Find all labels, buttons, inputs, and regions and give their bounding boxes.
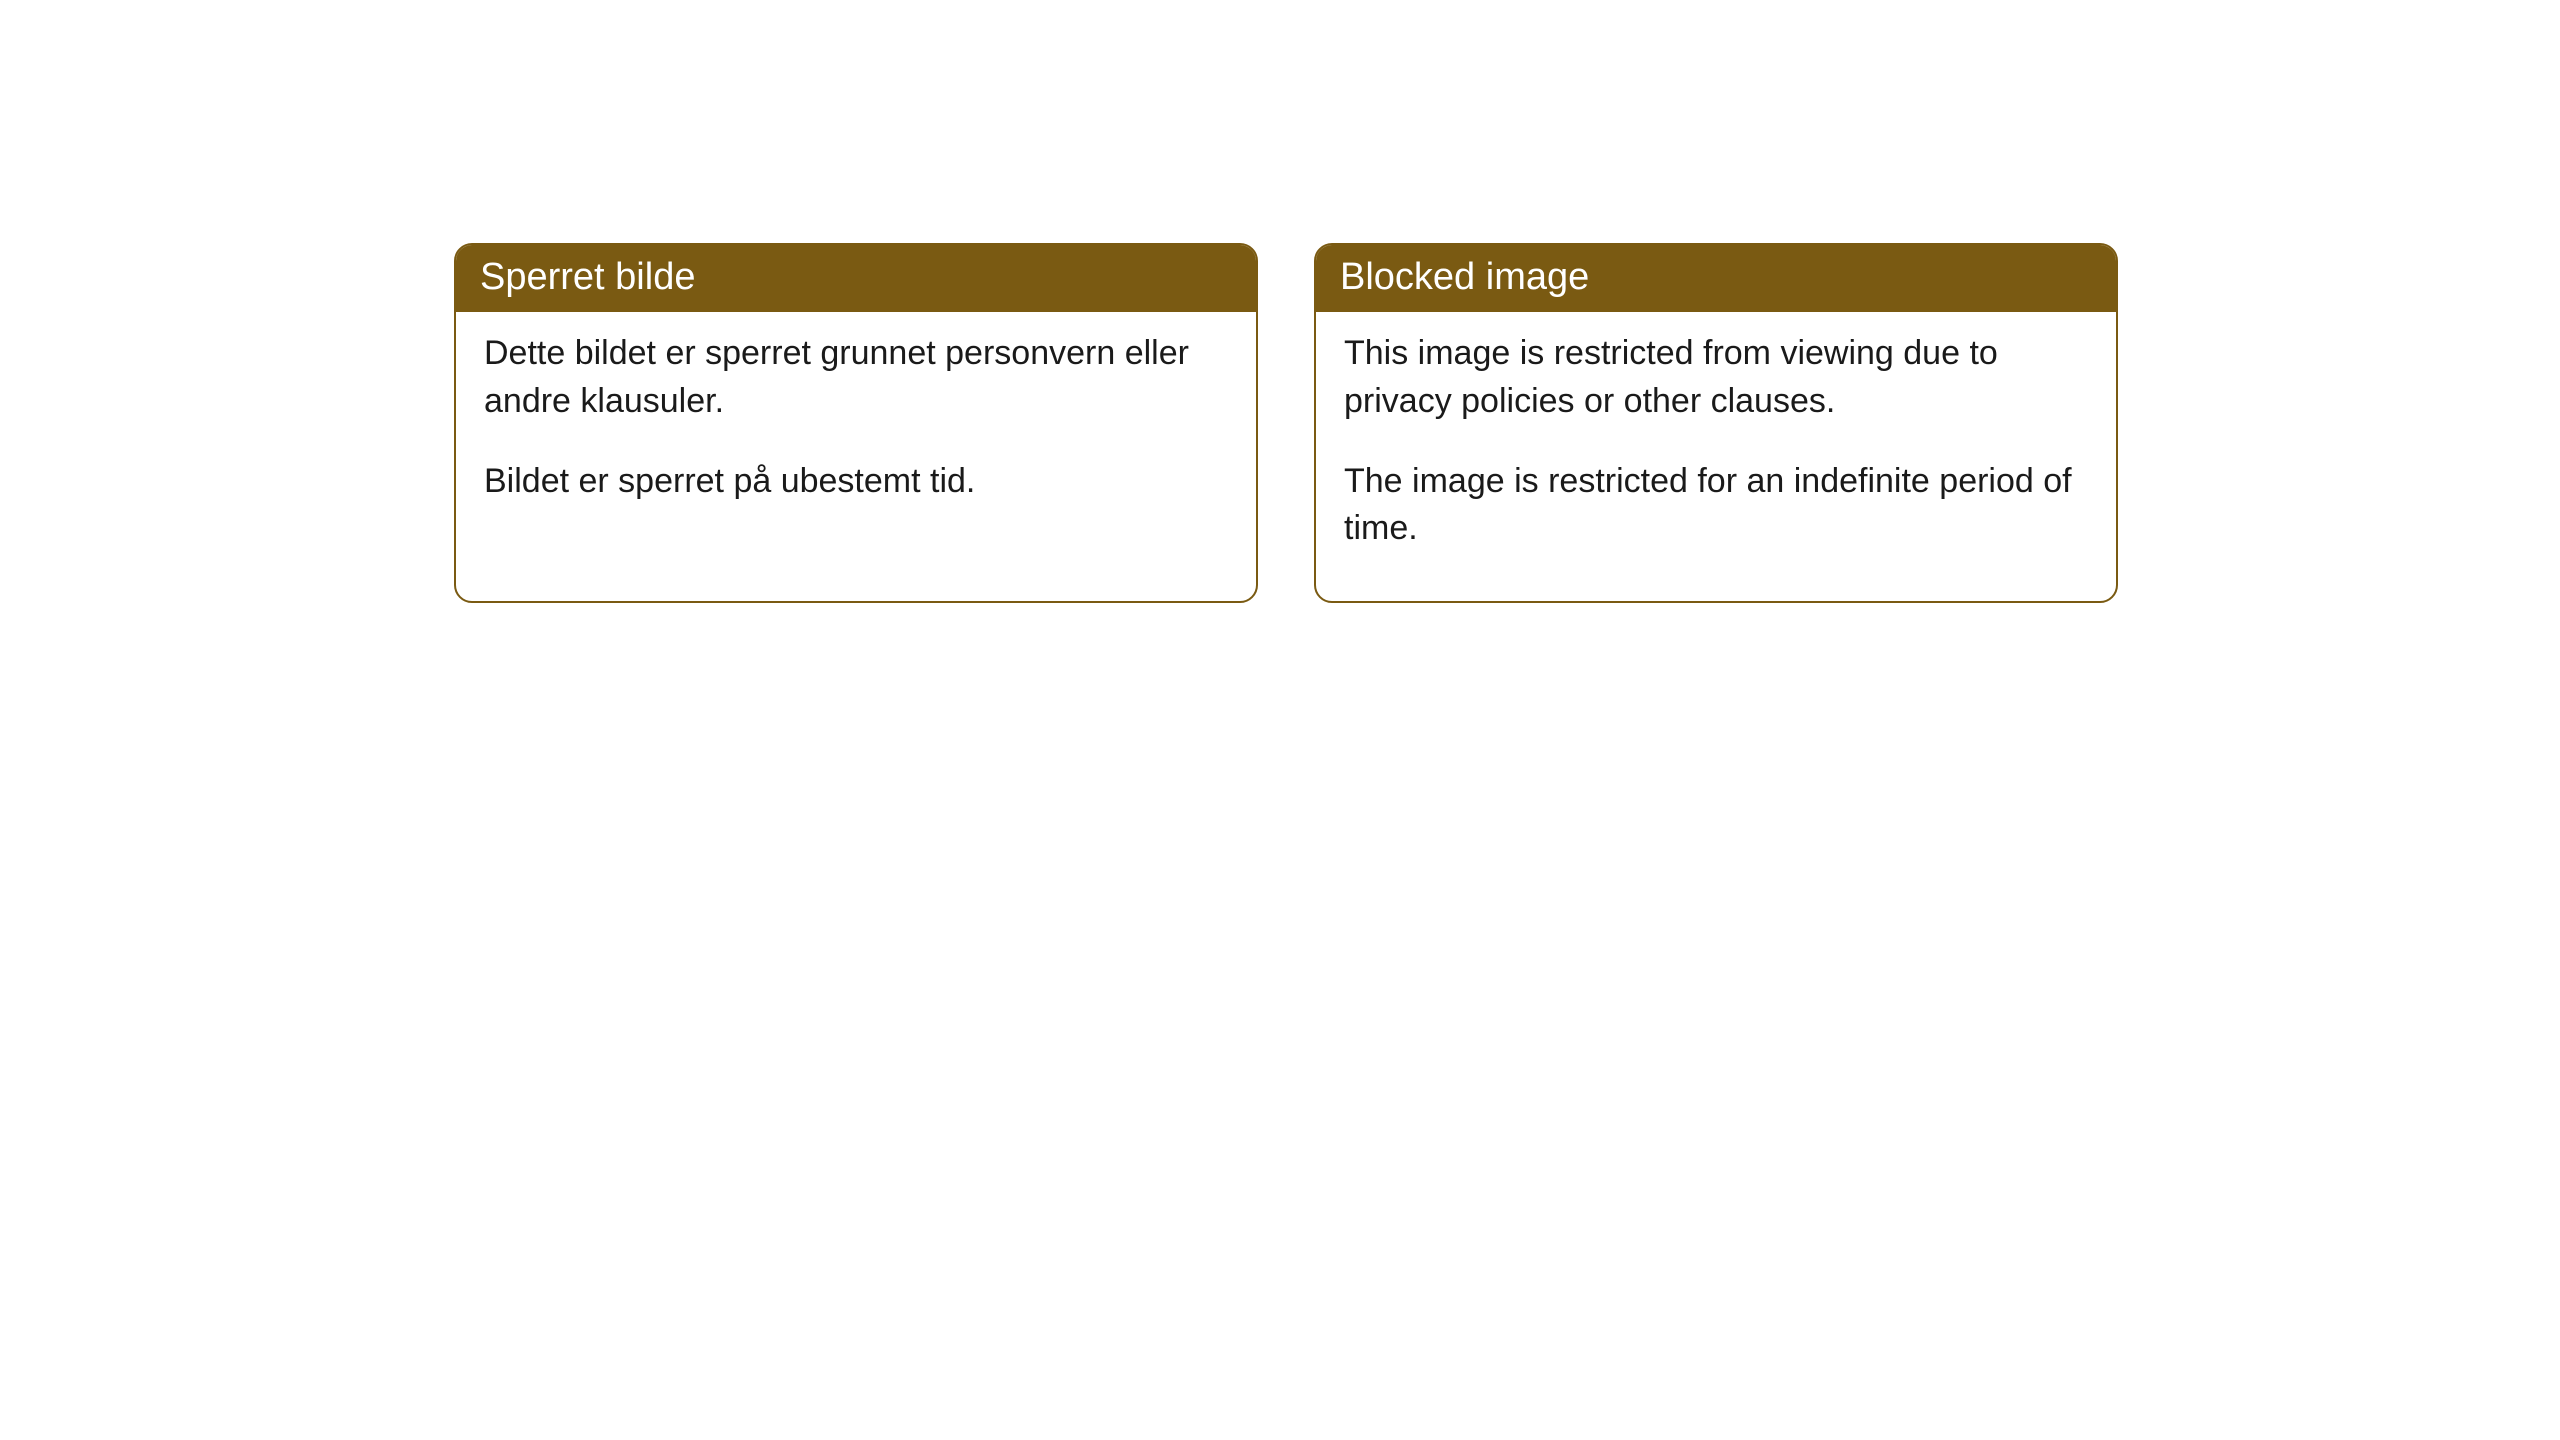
- card-header-no: Sperret bilde: [456, 245, 1256, 312]
- card-paragraph-1-en: This image is restricted from viewing du…: [1344, 330, 2088, 425]
- card-body-no: Dette bildet er sperret grunnet personve…: [456, 312, 1256, 553]
- blocked-image-card-en: Blocked image This image is restricted f…: [1314, 243, 2118, 603]
- card-header-en: Blocked image: [1316, 245, 2116, 312]
- blocked-image-card-no: Sperret bilde Dette bildet er sperret gr…: [454, 243, 1258, 603]
- card-paragraph-2-no: Bildet er sperret på ubestemt tid.: [484, 458, 1228, 506]
- card-paragraph-1-no: Dette bildet er sperret grunnet personve…: [484, 330, 1228, 425]
- notice-cards-container: Sperret bilde Dette bildet er sperret gr…: [0, 0, 2560, 603]
- card-body-en: This image is restricted from viewing du…: [1316, 312, 2116, 600]
- card-paragraph-2-en: The image is restricted for an indefinit…: [1344, 458, 2088, 553]
